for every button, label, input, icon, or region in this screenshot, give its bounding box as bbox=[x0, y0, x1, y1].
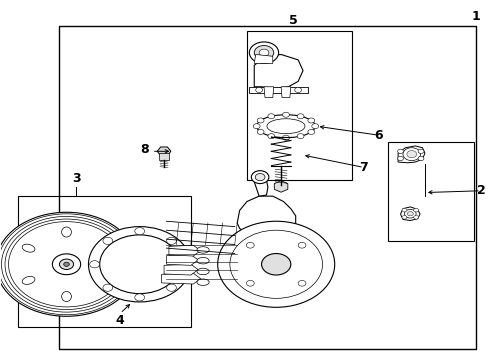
Circle shape bbox=[261, 253, 290, 275]
Circle shape bbox=[255, 174, 264, 181]
Circle shape bbox=[259, 49, 268, 56]
Ellipse shape bbox=[98, 276, 111, 284]
Circle shape bbox=[90, 261, 99, 268]
Circle shape bbox=[60, 259, 73, 270]
Polygon shape bbox=[166, 255, 198, 265]
Circle shape bbox=[0, 212, 137, 316]
Circle shape bbox=[246, 242, 254, 248]
Circle shape bbox=[402, 148, 420, 161]
Ellipse shape bbox=[98, 244, 111, 252]
Circle shape bbox=[102, 237, 112, 244]
Text: 8: 8 bbox=[140, 143, 148, 156]
Circle shape bbox=[135, 294, 144, 301]
Circle shape bbox=[282, 112, 289, 117]
Circle shape bbox=[251, 171, 268, 184]
Polygon shape bbox=[254, 54, 303, 89]
Circle shape bbox=[307, 118, 314, 123]
Circle shape bbox=[397, 156, 403, 161]
Circle shape bbox=[229, 230, 322, 298]
Circle shape bbox=[166, 237, 176, 244]
Circle shape bbox=[294, 87, 301, 93]
Circle shape bbox=[311, 124, 318, 129]
Circle shape bbox=[404, 210, 415, 218]
Circle shape bbox=[307, 130, 314, 134]
Bar bbox=[59, 26, 475, 348]
Circle shape bbox=[217, 221, 334, 307]
Circle shape bbox=[257, 118, 264, 123]
Ellipse shape bbox=[266, 119, 305, 134]
Ellipse shape bbox=[197, 247, 209, 253]
Bar bbox=[18, 196, 190, 327]
Circle shape bbox=[267, 134, 274, 139]
Circle shape bbox=[417, 156, 423, 161]
Ellipse shape bbox=[22, 276, 35, 284]
Text: 7: 7 bbox=[359, 161, 367, 174]
Circle shape bbox=[52, 254, 81, 275]
Ellipse shape bbox=[197, 268, 209, 275]
Polygon shape bbox=[254, 178, 267, 196]
Circle shape bbox=[253, 124, 260, 129]
Polygon shape bbox=[249, 87, 307, 93]
Circle shape bbox=[100, 235, 179, 294]
Circle shape bbox=[102, 284, 112, 291]
Ellipse shape bbox=[256, 115, 315, 138]
Text: 6: 6 bbox=[373, 129, 382, 142]
Circle shape bbox=[298, 242, 305, 248]
Circle shape bbox=[397, 149, 403, 153]
Ellipse shape bbox=[22, 244, 35, 252]
Circle shape bbox=[257, 130, 264, 134]
Text: 5: 5 bbox=[288, 14, 297, 27]
Circle shape bbox=[297, 134, 304, 139]
Circle shape bbox=[407, 212, 412, 216]
Circle shape bbox=[413, 208, 418, 212]
Bar bbox=[387, 142, 473, 241]
Bar bbox=[246, 31, 351, 180]
Polygon shape bbox=[281, 87, 290, 98]
Circle shape bbox=[297, 114, 304, 119]
Circle shape bbox=[88, 226, 190, 302]
Circle shape bbox=[166, 284, 176, 291]
Text: 4: 4 bbox=[116, 314, 124, 327]
Polygon shape bbox=[157, 147, 170, 156]
Circle shape bbox=[255, 87, 262, 93]
Circle shape bbox=[135, 228, 144, 235]
Circle shape bbox=[298, 280, 305, 286]
Circle shape bbox=[63, 262, 69, 266]
Polygon shape bbox=[264, 87, 273, 98]
Polygon shape bbox=[397, 146, 424, 163]
Ellipse shape bbox=[197, 279, 209, 285]
Circle shape bbox=[254, 45, 273, 60]
Circle shape bbox=[246, 280, 254, 286]
Polygon shape bbox=[168, 245, 200, 256]
Ellipse shape bbox=[61, 292, 71, 302]
Text: 1: 1 bbox=[471, 10, 480, 23]
Ellipse shape bbox=[197, 257, 209, 264]
Polygon shape bbox=[400, 207, 419, 221]
Circle shape bbox=[401, 216, 406, 219]
Polygon shape bbox=[254, 54, 272, 63]
Text: 3: 3 bbox=[72, 172, 81, 185]
Circle shape bbox=[417, 149, 423, 153]
Circle shape bbox=[401, 208, 406, 212]
Circle shape bbox=[180, 261, 189, 268]
Polygon shape bbox=[163, 264, 198, 275]
Text: 2: 2 bbox=[476, 184, 485, 197]
Circle shape bbox=[282, 135, 289, 140]
Polygon shape bbox=[161, 273, 200, 284]
Polygon shape bbox=[237, 196, 295, 239]
Circle shape bbox=[413, 216, 418, 219]
Polygon shape bbox=[274, 181, 287, 192]
Circle shape bbox=[406, 150, 416, 158]
Bar bbox=[159, 153, 168, 160]
Circle shape bbox=[249, 42, 278, 63]
Ellipse shape bbox=[61, 227, 71, 237]
Circle shape bbox=[267, 114, 274, 119]
